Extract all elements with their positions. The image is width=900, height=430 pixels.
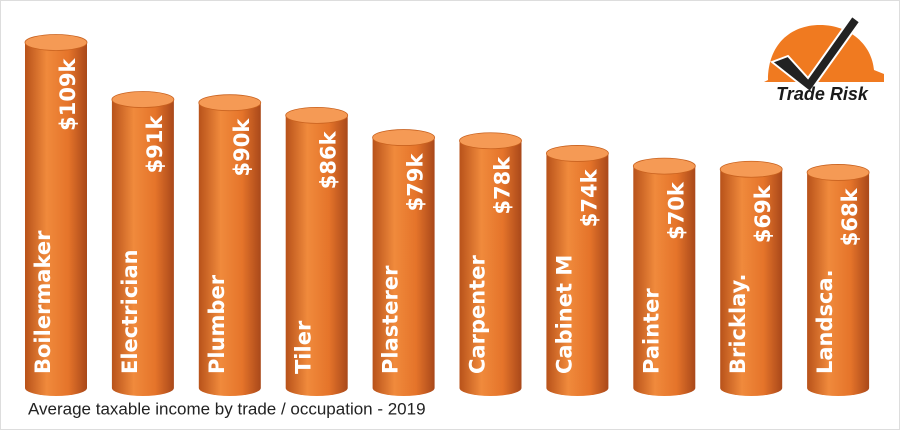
x-tick-label: Plasterer — [379, 265, 403, 374]
bar — [198, 102, 261, 396]
value-label: $79k — [404, 153, 428, 212]
logo-text: Trade Risk — [776, 84, 869, 104]
bar-top — [111, 91, 175, 108]
bar — [633, 166, 696, 396]
bar-top — [372, 129, 436, 146]
value-label: $91k — [143, 115, 167, 174]
bar-top — [24, 34, 88, 51]
bar — [372, 137, 435, 396]
bar — [546, 153, 609, 396]
value-label: $68k — [838, 187, 862, 246]
bar-top — [198, 94, 262, 112]
x-tick-label: Carpenter — [466, 255, 490, 374]
chart-title: Average taxable income by trade / occupa… — [28, 399, 426, 418]
bar — [111, 99, 174, 396]
bar — [25, 42, 87, 396]
x-tick-label: Boilermaker — [31, 230, 55, 374]
logo: Trade Risk — [764, 14, 884, 104]
bar-top — [806, 164, 870, 181]
bar-top — [285, 106, 349, 124]
x-tick-label: Landsca. — [813, 269, 837, 374]
value-label: $78k — [491, 156, 515, 215]
bar — [720, 169, 783, 396]
value-label: $109k — [56, 57, 80, 130]
bar-top — [719, 160, 783, 178]
bar — [285, 115, 348, 396]
x-tick-label: Painter — [639, 288, 663, 374]
bar — [459, 140, 522, 396]
x-tick-label: Tiler — [292, 320, 316, 374]
x-tick-label: Bricklay. — [726, 274, 750, 374]
logo-check — [769, 14, 862, 94]
value-label: $70k — [664, 181, 688, 240]
value-label: $86k — [317, 130, 341, 189]
bar — [807, 172, 870, 396]
bar-top — [632, 157, 696, 175]
value-label: $90k — [230, 118, 254, 177]
value-label: $74k — [577, 168, 601, 227]
x-tick-label: Electrician — [118, 249, 142, 374]
x-tick-label: Cabinet M — [552, 255, 576, 374]
value-label: $69k — [751, 184, 775, 243]
bar-top — [546, 145, 609, 162]
bar-top — [459, 132, 522, 150]
x-tick-label: Plumber — [205, 274, 229, 374]
